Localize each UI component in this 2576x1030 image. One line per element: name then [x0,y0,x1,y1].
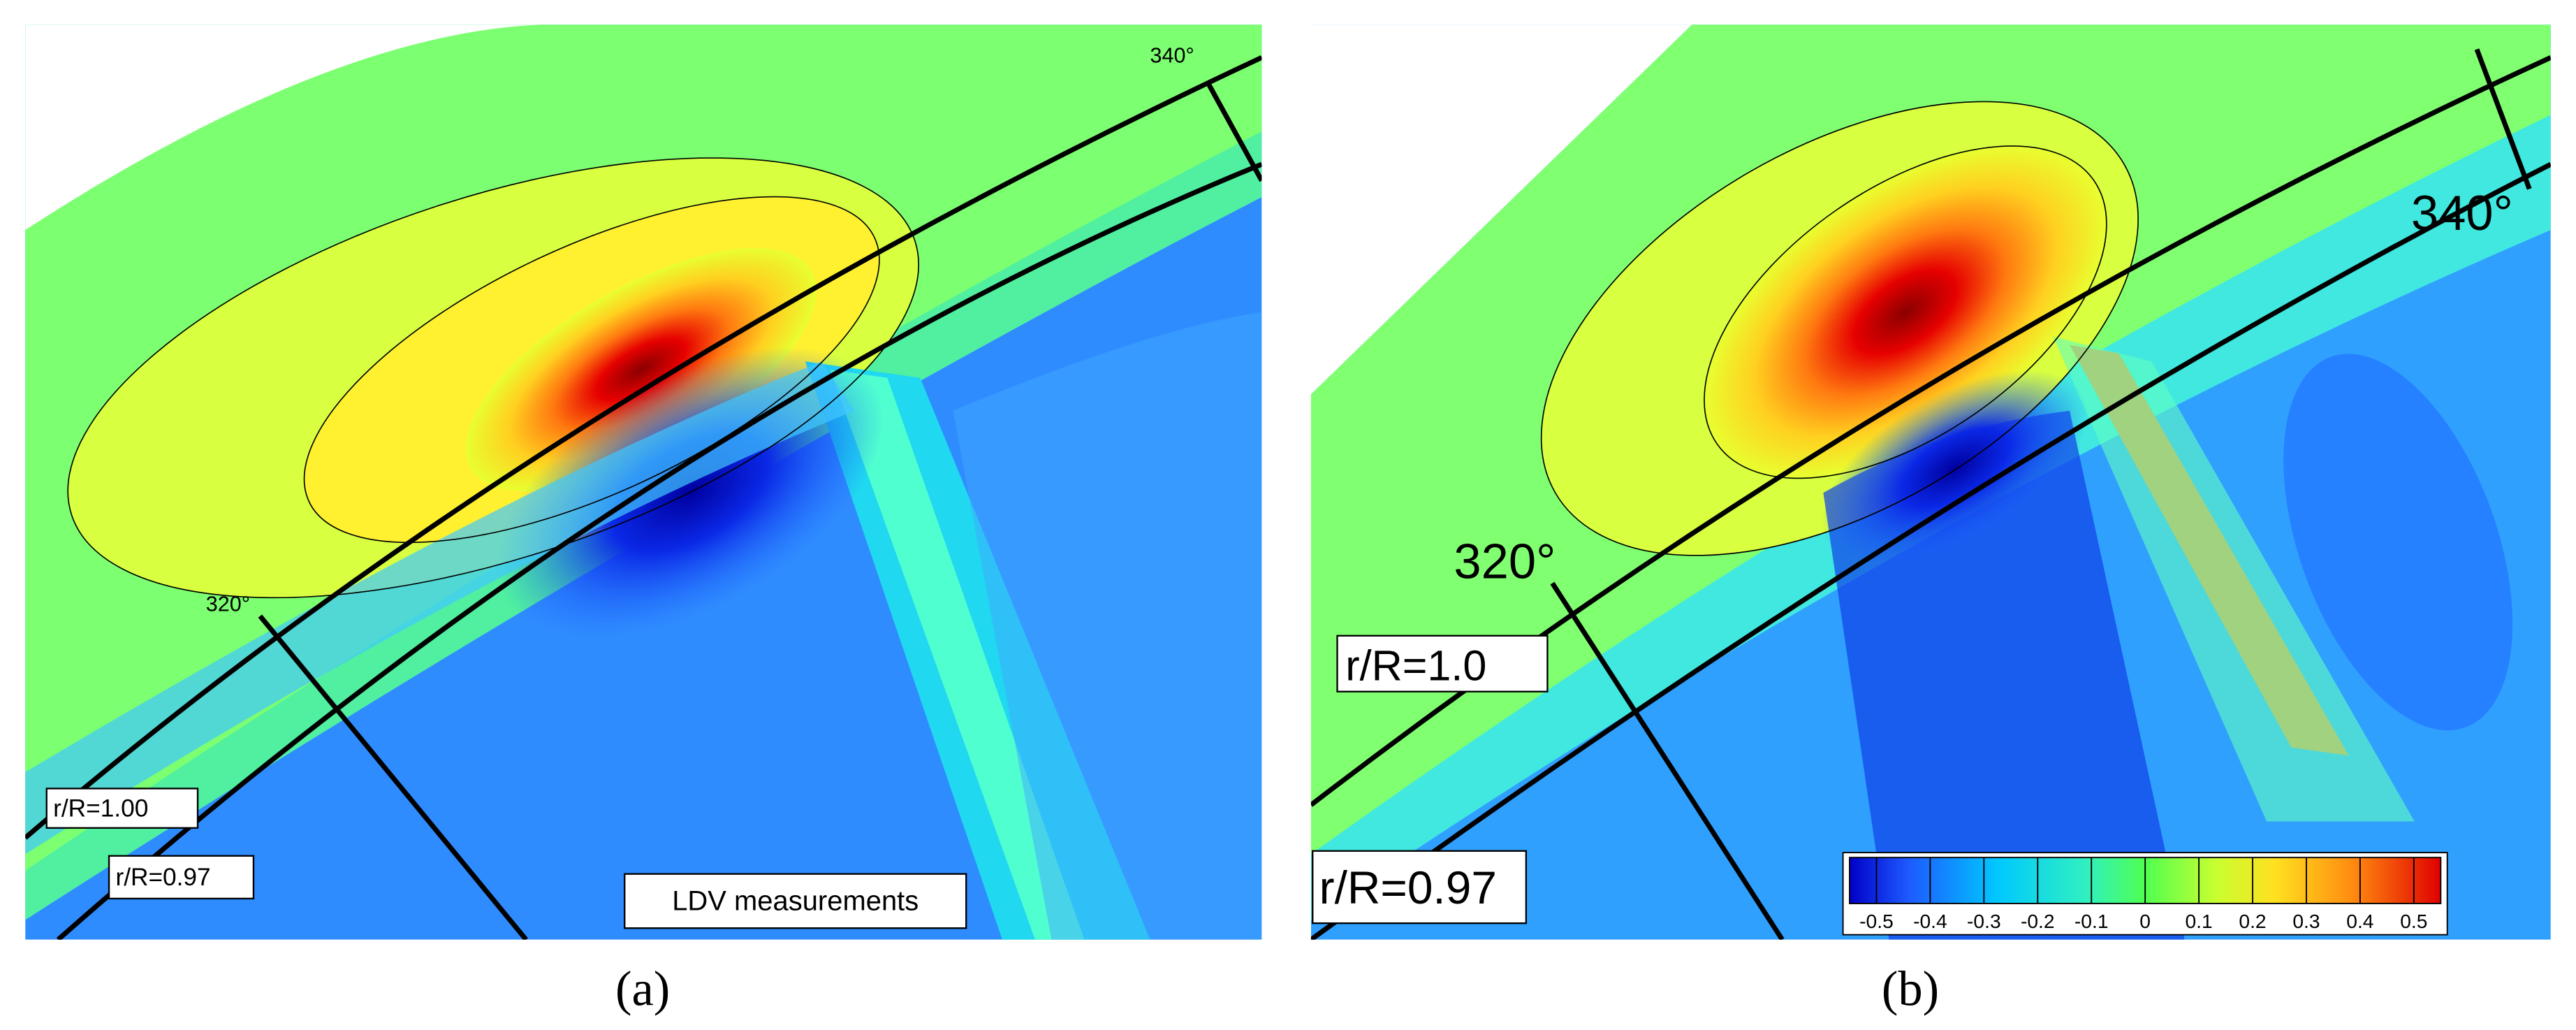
colorbar-tick-label: 0.1 [2185,910,2212,932]
label-box [1336,634,1549,692]
radius-label: r/R=1.0 [1345,641,1486,689]
angle-label: 340° [1150,43,1194,67]
angle-label: 340° [2411,185,2513,240]
colorbar-tick-label: 0.2 [2239,910,2266,932]
caption: (b) [1882,962,1939,1017]
colorbar-tick-label: 0.4 [2346,910,2373,932]
angle-label: 320° [206,593,250,616]
colorbar-tick-label: -0.4 [1913,910,1947,932]
colorbar-tick-label: -0.5 [1859,910,1894,932]
radius-label: r/R=1.00 [53,795,148,822]
colorbar-ticks: -0.5 -0.4 -0.3 -0.2 -0.1 0 0.1 0.2 0.3 0.4 0.5 [1859,857,2427,932]
angle-label: 320° [1454,534,1556,589]
label-box [45,788,199,829]
colorbar-tick-label: -0.1 [2074,910,2109,932]
colorbar-tick-label: 0.3 [2292,910,2320,932]
colorbar-tick-label: 0 [2139,910,2151,932]
radius-label: r/R=0.97 [1319,862,1497,913]
panel-a-field [25,24,1262,940]
caption: (a) [615,962,670,1017]
colorbar-tick-label: -0.3 [1967,910,2001,932]
colorbar-tick-label: -0.2 [2021,910,2055,932]
note: LDV measurements [672,885,919,916]
colorbar-tick-label: 0.5 [2400,910,2427,932]
label-box [108,855,255,900]
label-box [624,873,967,929]
panel-b-field [1310,24,2551,940]
label-box [1312,850,1528,924]
radius-label: r/R=0.97 [115,864,210,891]
